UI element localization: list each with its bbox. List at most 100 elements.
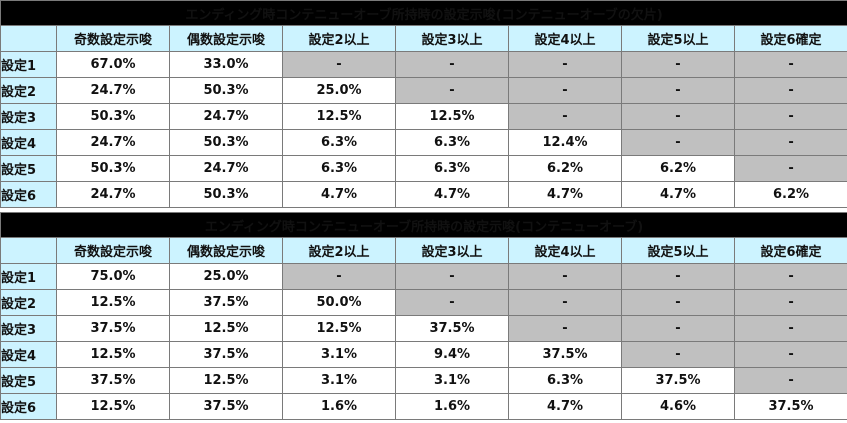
column-header: 偶数設定示唆 xyxy=(169,25,283,52)
table-cell-na: - xyxy=(621,51,735,78)
table-row: 設定4 24.7% 50.3% 6.3% 6.3% 12.4% - - xyxy=(0,129,847,156)
table-row: 設定2 24.7% 50.3% 25.0% - - - - xyxy=(0,77,847,104)
table-cell-na: - xyxy=(508,51,622,78)
table-cell: 4.6% xyxy=(621,393,735,420)
table-cell-na: - xyxy=(733,77,847,104)
table-cell: 25.0% xyxy=(282,77,396,104)
row-label: 設定6 xyxy=(0,181,57,208)
row-label: 設定4 xyxy=(0,129,57,156)
table-cell-na: - xyxy=(733,289,847,316)
row-label: 設定2 xyxy=(0,289,57,316)
table-cell: 37.5% xyxy=(169,341,283,368)
table-cell: 33.0% xyxy=(169,51,283,78)
table-cell: 50.3% xyxy=(169,77,283,104)
column-header: 設定6確定 xyxy=(733,25,847,52)
table-cell: 50.0% xyxy=(282,289,396,316)
table-cell: 12.5% xyxy=(56,341,170,368)
table-cell-na: - xyxy=(621,103,735,130)
table-row: 設定6 12.5% 37.5% 1.6% 1.6% 4.7% 4.6% 37.5% xyxy=(0,393,847,420)
table-cell-na: - xyxy=(733,367,847,394)
table-title: エンディング時コンテニューオーブ所持時の設定示唆(コンテニューオーブ) xyxy=(0,212,847,238)
table-cell: 4.7% xyxy=(508,393,622,420)
table-cell-na: - xyxy=(621,341,735,368)
table-cell-na: - xyxy=(395,77,509,104)
row-label: 設定1 xyxy=(0,51,57,78)
table-cell: 37.5% xyxy=(508,341,622,368)
table-cell-na: - xyxy=(282,263,396,290)
table-row: 設定5 50.3% 24.7% 6.3% 6.3% 6.2% 6.2% - xyxy=(0,155,847,182)
table-cell: 37.5% xyxy=(169,289,283,316)
column-header: 設定5以上 xyxy=(621,237,735,264)
row-label: 設定3 xyxy=(0,315,57,342)
table-cell: 37.5% xyxy=(56,367,170,394)
row-label: 設定5 xyxy=(0,155,57,182)
table-cell: 6.2% xyxy=(733,181,847,208)
table-cell: 37.5% xyxy=(733,393,847,420)
table-cell-na: - xyxy=(733,341,847,368)
table-cell: 1.6% xyxy=(395,393,509,420)
table-cell: 37.5% xyxy=(56,315,170,342)
table-cell: 6.3% xyxy=(282,129,396,156)
table-cell: 24.7% xyxy=(56,129,170,156)
table-cell-na: - xyxy=(621,289,735,316)
table-row: 設定1 75.0% 25.0% - - - - - xyxy=(0,263,847,290)
table-cell: 1.6% xyxy=(282,393,396,420)
table-cell: 12.5% xyxy=(169,367,283,394)
table-cell: 24.7% xyxy=(56,77,170,104)
table-cell: 50.3% xyxy=(169,129,283,156)
table-cell-na: - xyxy=(733,51,847,78)
table-row: 設定3 37.5% 12.5% 12.5% 37.5% - - - xyxy=(0,315,847,342)
table-cell-na: - xyxy=(508,289,622,316)
column-header: 設定3以上 xyxy=(395,237,509,264)
table-cell: 37.5% xyxy=(169,393,283,420)
table-cell: 6.2% xyxy=(508,155,622,182)
column-header: 奇数設定示唆 xyxy=(56,25,170,52)
table-cell: 37.5% xyxy=(621,367,735,394)
table-cell: 12.5% xyxy=(282,315,396,342)
table-cell-na: - xyxy=(621,263,735,290)
settings-table-orb: エンディング時コンテニューオーブ所持時の設定示唆(コンテニューオーブ) 奇数設定… xyxy=(0,212,847,420)
table-cell-na: - xyxy=(508,103,622,130)
table-row: 設定4 12.5% 37.5% 3.1% 9.4% 37.5% - - xyxy=(0,341,847,368)
table-cell: 6.3% xyxy=(395,155,509,182)
table-cell: 50.3% xyxy=(56,103,170,130)
column-header: 設定2以上 xyxy=(282,237,396,264)
table-title-row: エンディング時コンテニューオーブ所持時の設定示唆(コンテニューオーブの欠片) xyxy=(0,0,847,26)
table-cell: 4.7% xyxy=(395,181,509,208)
table-cell-na: - xyxy=(395,289,509,316)
row-label: 設定4 xyxy=(0,341,57,368)
table-cell: 50.3% xyxy=(169,181,283,208)
table-header-row: 奇数設定示唆 偶数設定示唆 設定2以上 設定3以上 設定4以上 設定5以上 設定6確定 xyxy=(0,237,847,264)
table-cell: 3.1% xyxy=(282,341,396,368)
table-cell: 12.5% xyxy=(169,315,283,342)
table-cell: 3.1% xyxy=(282,367,396,394)
table-cell-na: - xyxy=(733,263,847,290)
table-cell: 24.7% xyxy=(56,181,170,208)
table-cell-na: - xyxy=(508,315,622,342)
column-header: 奇数設定示唆 xyxy=(56,237,170,264)
table-cell: 6.3% xyxy=(395,129,509,156)
table-cell-na: - xyxy=(733,103,847,130)
table-cell-na: - xyxy=(733,129,847,156)
table-cell-na: - xyxy=(508,77,622,104)
table-cell-na: - xyxy=(621,129,735,156)
table-row: 設定3 50.3% 24.7% 12.5% 12.5% - - - xyxy=(0,103,847,130)
column-header: 偶数設定示唆 xyxy=(169,237,283,264)
row-label: 設定6 xyxy=(0,393,57,420)
table-cell: 9.4% xyxy=(395,341,509,368)
table-cell: 12.5% xyxy=(282,103,396,130)
row-label: 設定5 xyxy=(0,367,57,394)
table-cell: 4.7% xyxy=(508,181,622,208)
table-cell-na: - xyxy=(395,51,509,78)
table-cell: 6.3% xyxy=(508,367,622,394)
row-label: 設定2 xyxy=(0,77,57,104)
table-cell: 12.5% xyxy=(395,103,509,130)
header-corner-cell xyxy=(0,237,57,264)
table-cell: 50.3% xyxy=(56,155,170,182)
table-cell: 12.4% xyxy=(508,129,622,156)
table-row: 設定6 24.7% 50.3% 4.7% 4.7% 4.7% 4.7% 6.2% xyxy=(0,181,847,208)
table-cell: 37.5% xyxy=(395,315,509,342)
table-cell: 6.3% xyxy=(282,155,396,182)
table-cell: 4.7% xyxy=(621,181,735,208)
table-cell-na: - xyxy=(508,263,622,290)
